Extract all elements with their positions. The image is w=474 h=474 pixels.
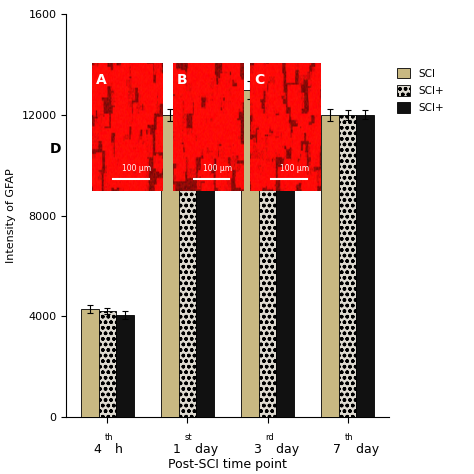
X-axis label: Post-SCI time point: Post-SCI time point [168, 458, 287, 471]
Text: 7: 7 [333, 443, 341, 456]
Bar [339, 115, 356, 417]
Text: th: th [105, 433, 114, 442]
Text: st: st [185, 433, 193, 442]
Bar [276, 110, 294, 417]
Bar [356, 115, 374, 417]
Text: day: day [191, 443, 219, 456]
Bar [81, 309, 99, 417]
Text: th: th [345, 433, 354, 442]
Text: 1: 1 [173, 443, 181, 456]
Text: D: D [50, 142, 61, 156]
Y-axis label: Intensity of GFAP: Intensity of GFAP [6, 168, 16, 263]
Text: 100 μm: 100 μm [280, 164, 309, 173]
Text: A: A [96, 73, 107, 87]
Legend: SCI, SCI+, SCI+: SCI, SCI+, SCI+ [397, 68, 444, 113]
Text: B: B [177, 73, 188, 87]
Bar [161, 115, 179, 417]
Bar [179, 115, 196, 417]
Text: 3: 3 [253, 443, 261, 456]
Bar [196, 160, 214, 417]
Text: day: day [272, 443, 299, 456]
Bar [321, 115, 339, 417]
Text: C: C [255, 73, 264, 87]
Bar [241, 90, 259, 417]
Text: 100 μm: 100 μm [122, 164, 151, 173]
Text: 4: 4 [93, 443, 101, 456]
Bar [259, 95, 276, 417]
Bar [116, 315, 134, 417]
Text: day: day [352, 443, 379, 456]
Bar [99, 311, 116, 417]
Text: h: h [111, 443, 123, 456]
Text: 100 μm: 100 μm [202, 164, 232, 173]
Text: rd: rd [265, 433, 274, 442]
